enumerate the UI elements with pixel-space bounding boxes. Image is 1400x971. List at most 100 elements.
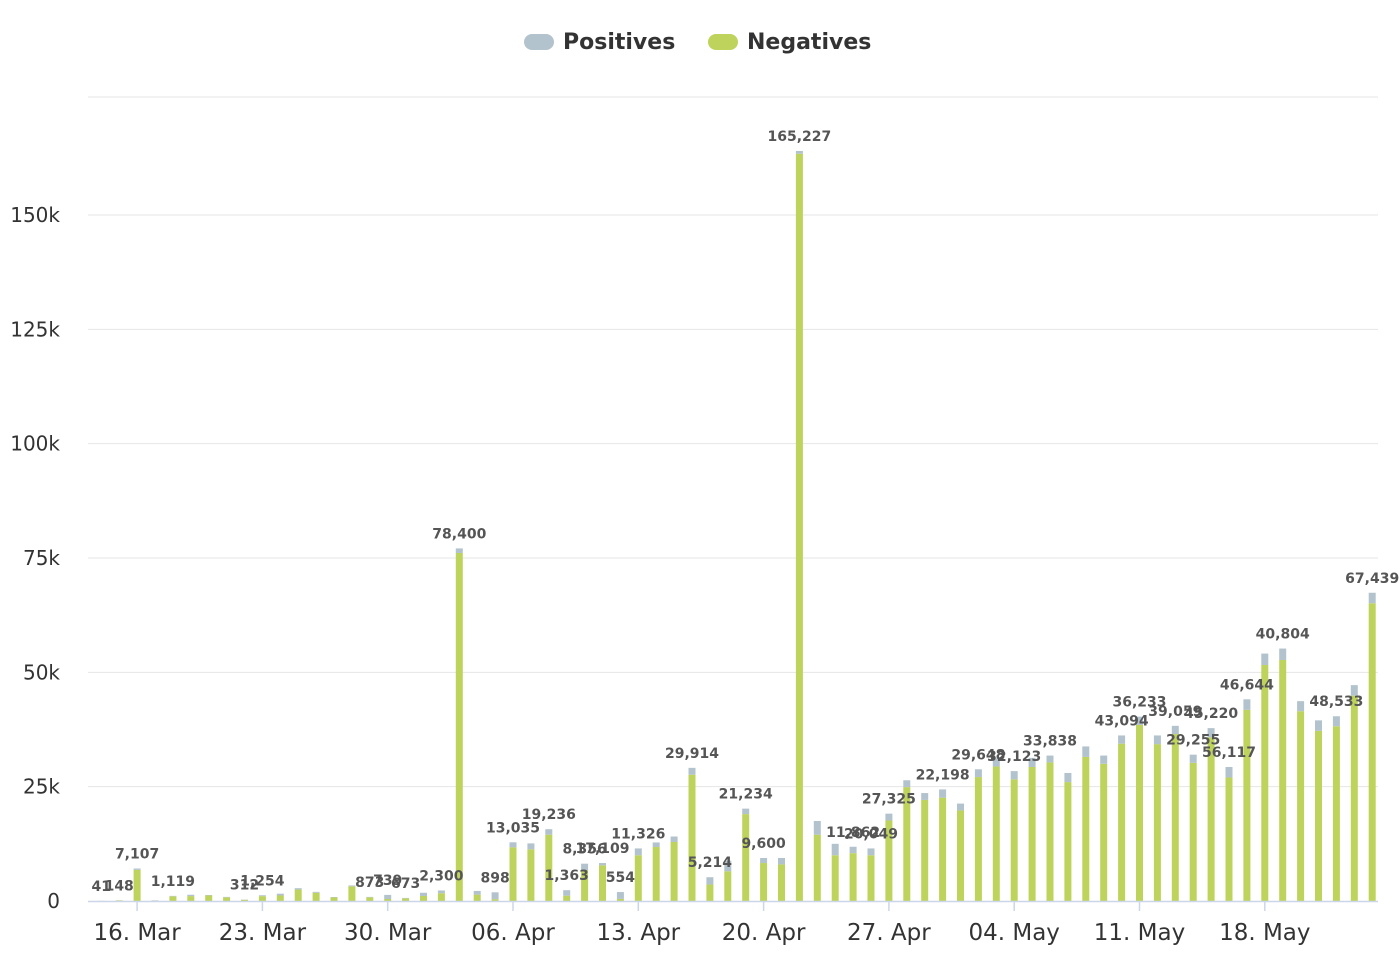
bar-positives[interactable] [1243, 699, 1251, 710]
bar-negatives[interactable] [348, 886, 356, 901]
bar-positives[interactable] [992, 758, 1000, 767]
bar-positives[interactable] [813, 820, 821, 835]
bar-negatives[interactable] [724, 871, 732, 901]
bar-positives[interactable] [1368, 592, 1376, 604]
bar-positives[interactable] [1064, 772, 1072, 783]
bar-positives[interactable] [885, 813, 893, 821]
bar-positives[interactable] [1261, 653, 1269, 666]
bar-positives[interactable] [1189, 754, 1197, 763]
bar-negatives[interactable] [867, 855, 875, 901]
bar-negatives[interactable] [706, 884, 714, 901]
bar-positives[interactable] [348, 885, 356, 887]
bar-negatives[interactable] [688, 774, 696, 901]
bar-negatives[interactable] [366, 897, 374, 901]
bar-positives[interactable] [455, 548, 463, 553]
bar-positives[interactable] [1225, 767, 1233, 778]
bar-negatives[interactable] [1100, 763, 1108, 901]
bar-positives[interactable] [724, 860, 732, 872]
bar-negatives[interactable] [312, 892, 320, 901]
bar-negatives[interactable] [1189, 762, 1197, 901]
bar-negatives[interactable] [330, 897, 338, 901]
bar-positives[interactable] [258, 895, 266, 897]
bar-negatives[interactable] [223, 897, 231, 901]
bar-negatives[interactable] [957, 810, 964, 901]
legend-item-negatives[interactable]: Negatives [708, 30, 871, 55]
bar-positives[interactable] [187, 894, 195, 897]
bar-negatives[interactable] [1261, 665, 1269, 901]
bar-positives[interactable] [795, 150, 803, 154]
bar-positives[interactable] [688, 767, 696, 775]
bar-positives[interactable] [527, 843, 535, 850]
bar-negatives[interactable] [831, 855, 839, 901]
bar-negatives[interactable] [670, 842, 678, 901]
bar-negatives[interactable] [545, 834, 553, 901]
bar-negatives[interactable] [205, 895, 213, 901]
bar-negatives[interactable] [1136, 724, 1143, 901]
bar-negatives[interactable] [241, 899, 248, 901]
bar-negatives[interactable] [1153, 744, 1161, 901]
bar-negatives[interactable] [115, 900, 123, 901]
bar-negatives[interactable] [509, 847, 517, 901]
bar-positives[interactable] [563, 890, 571, 896]
bar-negatives[interactable] [1243, 709, 1251, 901]
bar-negatives[interactable] [992, 766, 1000, 901]
bar-positives[interactable] [133, 868, 141, 870]
bar-negatives[interactable] [258, 896, 266, 901]
bar-positives[interactable] [974, 769, 982, 778]
bar-negatives[interactable] [760, 863, 768, 901]
bar-negatives[interactable] [974, 777, 982, 901]
bar-negatives[interactable] [402, 898, 410, 901]
bar-negatives[interactable] [384, 898, 392, 901]
bar-negatives[interactable] [813, 834, 821, 901]
bar-negatives[interactable] [1046, 762, 1054, 901]
bar-positives[interactable] [706, 877, 714, 885]
bar-positives[interactable] [1100, 755, 1108, 764]
bar-positives[interactable] [921, 793, 929, 800]
bar-positives[interactable] [760, 858, 768, 864]
bar-positives[interactable] [581, 863, 589, 871]
bar-negatives[interactable] [1297, 711, 1305, 901]
bar-negatives[interactable] [527, 849, 535, 901]
bar-positives[interactable] [831, 843, 839, 856]
bar-positives[interactable] [312, 891, 320, 893]
bar-negatives[interactable] [616, 898, 624, 901]
bar-negatives[interactable] [1207, 737, 1215, 901]
bar-negatives[interactable] [187, 896, 195, 901]
bar-negatives[interactable] [491, 899, 499, 901]
bar-negatives[interactable] [921, 799, 929, 901]
bar-positives[interactable] [1315, 720, 1322, 731]
bar-negatives[interactable] [581, 870, 589, 901]
bar-positives[interactable] [616, 892, 624, 899]
bar-negatives[interactable] [276, 895, 284, 901]
bar-negatives[interactable] [885, 820, 893, 901]
bar-positives[interactable] [1046, 755, 1054, 763]
bar-positives[interactable] [1297, 701, 1305, 712]
bar-positives[interactable] [1279, 648, 1287, 660]
bar-negatives[interactable] [1350, 695, 1358, 901]
bar-positives[interactable] [1136, 716, 1143, 725]
bar-positives[interactable] [1028, 757, 1036, 767]
bar-positives[interactable] [1207, 728, 1215, 738]
bar-negatives[interactable] [652, 847, 660, 901]
bar-positives[interactable] [1082, 746, 1090, 757]
bar-negatives[interactable] [563, 895, 571, 901]
bar-negatives[interactable] [742, 814, 750, 901]
bar-negatives[interactable] [133, 869, 141, 901]
bar-negatives[interactable] [1332, 726, 1340, 901]
bar-negatives[interactable] [1064, 782, 1072, 901]
bar-negatives[interactable] [939, 797, 947, 901]
bar-negatives[interactable] [634, 855, 642, 901]
bar-positives[interactable] [634, 848, 642, 856]
bar-negatives[interactable] [849, 853, 857, 901]
bar-positives[interactable] [491, 892, 499, 900]
bar-positives[interactable] [939, 789, 947, 798]
bar-positives[interactable] [437, 890, 445, 894]
bar-positives[interactable] [957, 803, 964, 811]
bar-negatives[interactable] [778, 864, 785, 901]
bar-negatives[interactable] [1368, 603, 1376, 901]
bar-negatives[interactable] [169, 896, 177, 901]
bar-negatives[interactable] [1279, 659, 1287, 901]
bar-positives[interactable] [276, 893, 284, 896]
bar-negatives[interactable] [437, 893, 445, 901]
bar-negatives[interactable] [455, 552, 463, 901]
